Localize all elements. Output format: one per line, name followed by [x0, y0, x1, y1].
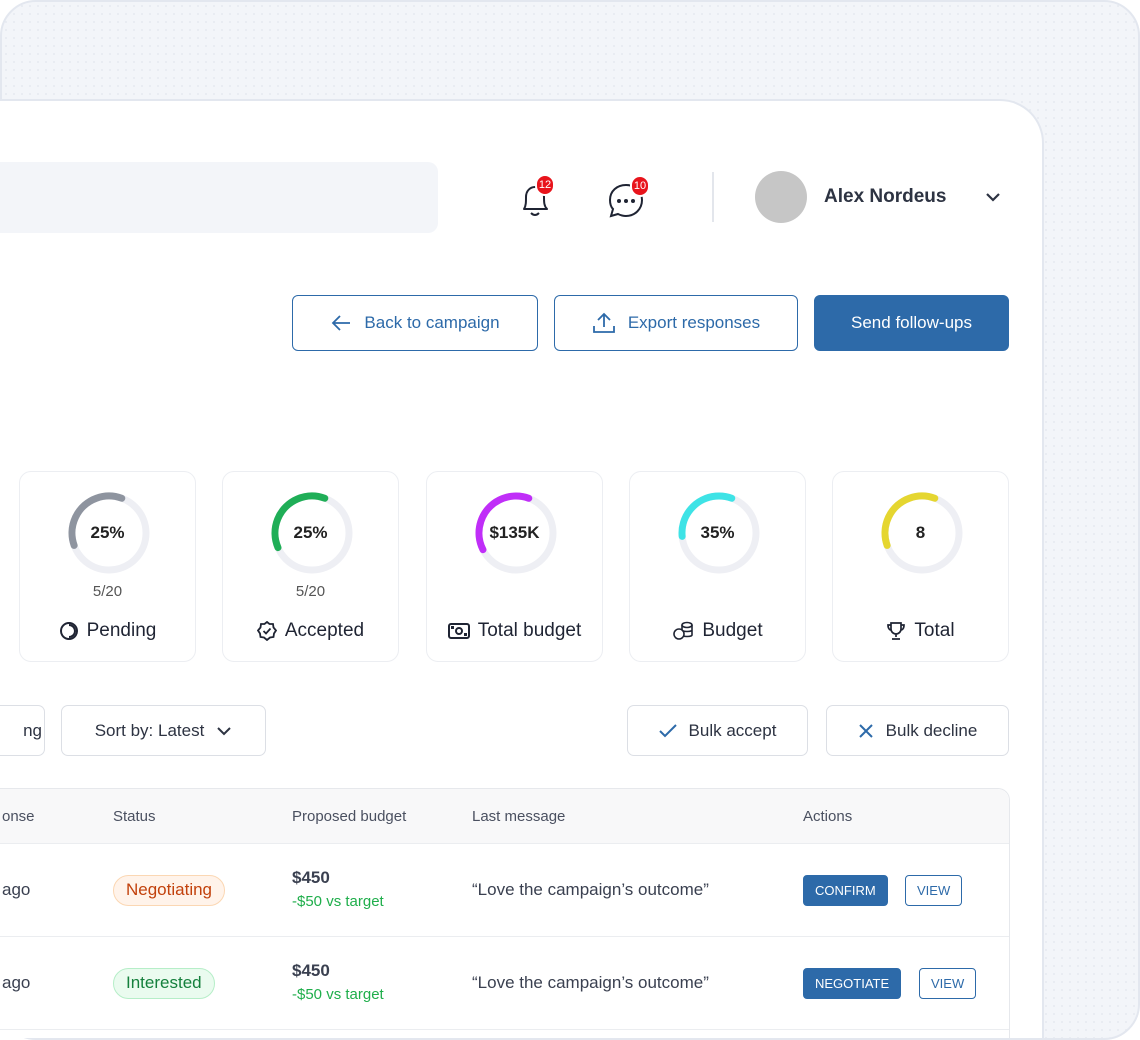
status-badge: Interested: [113, 968, 215, 999]
back-to-campaign-button[interactable]: Back to campaign: [292, 295, 538, 351]
bulk-accept-button[interactable]: Bulk accept: [627, 705, 808, 756]
stat-card-accepted: 25% 5/20 Accepted: [222, 471, 399, 662]
money-icon: [447, 623, 470, 639]
table-row: ago Interested $450 -$50 vs target “Love …: [0, 937, 1009, 1030]
spinner-icon: [59, 621, 79, 641]
notification-badge: 12: [535, 174, 555, 196]
coins-icon: [672, 621, 694, 641]
user-name[interactable]: Alex Nordeus: [824, 186, 947, 207]
export-label: Export responses: [627, 313, 761, 332]
check-icon: [658, 723, 677, 737]
arrow-left-icon: [332, 315, 351, 331]
progress-ring: [881, 492, 963, 574]
stat-value: $135K: [489, 523, 540, 542]
column-actions: Actions: [803, 808, 853, 825]
notifications-button[interactable]: 12: [517, 174, 555, 225]
search-input[interactable]: [0, 162, 438, 233]
table-row: ago Negotiating $450 -$50 vs target “Love…: [0, 844, 1009, 937]
stat-card-total: 8 Total: [832, 471, 1009, 662]
chevron-down-icon[interactable]: [985, 190, 1001, 208]
badge-check-icon: [256, 621, 277, 641]
amount-diff: -$50 vs target: [292, 893, 384, 910]
bulk-accept-label: Bulk accept: [688, 720, 777, 740]
progress-ring: [68, 492, 150, 574]
proposed-amount: $450: [292, 961, 330, 980]
bulk-decline-label: Bulk decline: [885, 720, 978, 740]
negotiate-button[interactable]: NEGOTIATE: [803, 968, 902, 999]
response-time: ago: [2, 880, 31, 899]
table-header: onse Status Proposed budget Last message…: [0, 789, 1009, 844]
stat-sub: 5/20: [295, 583, 326, 600]
sort-label: Sort by: Latest: [94, 720, 205, 740]
header-divider: [712, 172, 714, 222]
stat-label: Total budget: [477, 620, 582, 641]
confirm-button[interactable]: CONFIRM: [803, 875, 888, 906]
proposed-amount: $450: [292, 868, 330, 887]
progress-arc: [678, 492, 760, 574]
bulk-decline-button[interactable]: Bulk decline: [826, 705, 1009, 756]
status-badge: Negotiating: [113, 875, 226, 906]
stat-card-total-budget: $135K Total budget: [426, 471, 603, 662]
stat-label: Total: [914, 620, 955, 641]
stat-label: Accepted: [284, 620, 365, 641]
back-label: Back to campaign: [364, 313, 500, 332]
progress-ring: [271, 492, 353, 574]
responses-table: onse Status Proposed budget Last message…: [0, 788, 1010, 1038]
send-label: Send follow-ups: [851, 313, 972, 332]
progress-arc: [68, 492, 150, 574]
progress-arc: [271, 492, 353, 574]
avatar[interactable]: [755, 171, 807, 223]
progress-ring: [475, 492, 557, 574]
sort-dropdown[interactable]: Sort by: Latest: [61, 705, 266, 756]
stat-card-budget: 35% Budget: [629, 471, 806, 662]
column-response: onse: [2, 808, 35, 825]
stat-value: 25%: [90, 523, 125, 542]
stat-value: 35%: [700, 523, 735, 542]
messages-button[interactable]: 10: [607, 175, 650, 227]
close-icon: [858, 723, 873, 738]
last-message: “Love the campaign’s outcome”: [472, 973, 709, 992]
view-button[interactable]: VIEW: [905, 875, 963, 906]
send-follow-ups-button[interactable]: Send follow-ups: [814, 295, 1009, 351]
column-proposed-budget: Proposed budget: [292, 808, 407, 825]
stat-card-pending: 25% 5/20 Pending: [19, 471, 196, 662]
stat-value: 8: [915, 523, 926, 542]
column-last-message: Last message: [472, 808, 566, 825]
progress-arc: [475, 492, 557, 574]
progress-ring: [678, 492, 760, 574]
stat-sub: 5/20: [92, 583, 123, 600]
last-message: “Love the campaign’s outcome”: [472, 880, 709, 899]
progress-arc: [881, 492, 963, 574]
amount-diff: -$50 vs target: [292, 986, 384, 1003]
stat-label: Budget: [702, 620, 763, 641]
filter-button[interactable]: ng: [0, 705, 45, 756]
chevron-down-icon: [217, 726, 232, 735]
stat-label: Pending: [86, 620, 157, 641]
response-time: ago: [2, 973, 31, 992]
upload-icon: [592, 312, 615, 333]
view-button[interactable]: VIEW: [919, 968, 977, 999]
messages-badge: 10: [630, 175, 650, 197]
filter-label: ng: [23, 720, 42, 740]
column-status: Status: [113, 808, 156, 825]
chat-icon: [608, 183, 644, 218]
export-responses-button[interactable]: Export responses: [554, 295, 798, 351]
stat-value: 25%: [293, 523, 328, 542]
trophy-icon: [886, 621, 906, 641]
